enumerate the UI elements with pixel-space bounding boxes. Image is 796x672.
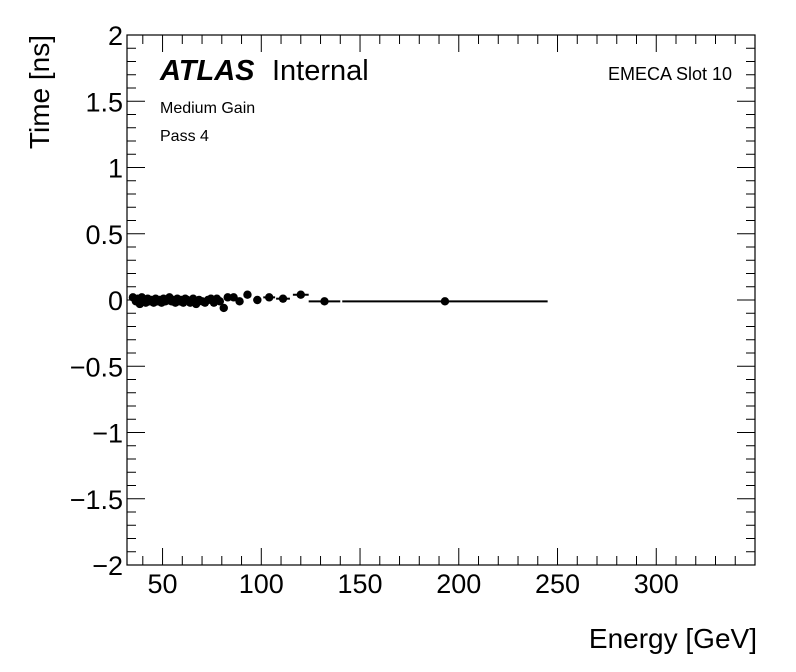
data-point	[278, 294, 288, 303]
data-point	[296, 290, 305, 299]
internal-label: Internal	[272, 55, 369, 87]
gain-label: Medium Gain	[160, 100, 255, 117]
y-axis-label: Time [ns]	[24, 35, 55, 149]
data-point	[229, 293, 238, 302]
y-tick-label: 0.5	[85, 220, 123, 250]
x-tick-label: 150	[338, 569, 383, 599]
x-tick-label: 300	[634, 569, 679, 599]
x-tick-label: 250	[535, 569, 580, 599]
pass-label: Pass 4	[160, 128, 209, 145]
y-tick-label: 1	[108, 154, 123, 184]
y-tick-label: −1.5	[70, 485, 123, 515]
data-point	[253, 295, 262, 305]
data-point	[219, 303, 228, 313]
y-tick-label: 1.5	[85, 87, 123, 117]
y-tick-labels: −2 −1.5 −1 −0.5 0 0.5 1 1.5 2	[70, 21, 123, 581]
y-tick-label: 0	[108, 286, 123, 316]
data-point	[440, 297, 450, 306]
y-tick-label: −1	[92, 419, 123, 449]
x-tick-label: 50	[148, 569, 178, 599]
y-tick-label: 2	[108, 21, 123, 51]
data-point	[215, 297, 225, 306]
data-point	[320, 297, 329, 306]
data-point	[223, 293, 232, 302]
data-point	[243, 290, 252, 299]
y-tick-label: −2	[92, 551, 123, 581]
atlas-label: ATLAS	[159, 55, 255, 87]
y-tick-label: −0.5	[70, 352, 123, 382]
data-point	[264, 293, 274, 302]
axis-ticks	[127, 34, 756, 566]
slot-label: EMECA Slot 10	[608, 64, 732, 84]
x-tick-label: 100	[239, 569, 284, 599]
x-tick-labels: 50 100 150 200 250 300	[148, 569, 679, 599]
x-tick-label: 200	[436, 569, 481, 599]
data-point	[235, 297, 244, 306]
data-points	[128, 290, 450, 313]
x-axis-label: Energy [GeV]	[589, 623, 757, 654]
